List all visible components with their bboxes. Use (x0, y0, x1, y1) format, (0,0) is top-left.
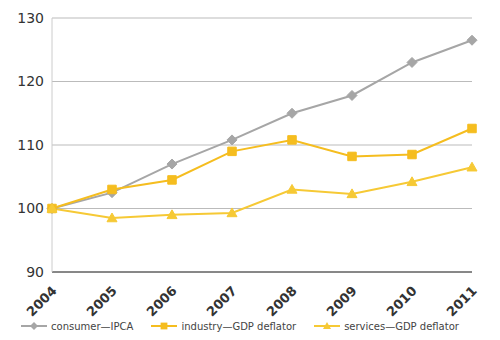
svg-text:120: 120 (17, 73, 44, 89)
svg-text:2009: 2009 (324, 283, 360, 319)
svg-text:2007: 2007 (204, 283, 240, 319)
html-text:industry—GDP deflator: industry—GDP deflator (181, 320, 297, 332)
svg-text:100: 100 (17, 200, 44, 216)
svg-text:2004: 2004 (24, 283, 60, 319)
svg-text:2008: 2008 (264, 283, 300, 319)
html-text:services—GDP deflator: services—GDP deflator (344, 320, 459, 332)
svg-text:2005: 2005 (84, 283, 120, 319)
svg-text:2006: 2006 (144, 283, 180, 319)
svg-text:2011: 2011 (444, 283, 480, 319)
svg-text:130: 130 (17, 10, 44, 26)
svg-text:2010: 2010 (384, 283, 420, 319)
svg-text:110: 110 (17, 137, 44, 153)
html-text:consumer—IPCA: consumer—IPCA (51, 320, 134, 332)
svg-text:90: 90 (26, 264, 44, 280)
